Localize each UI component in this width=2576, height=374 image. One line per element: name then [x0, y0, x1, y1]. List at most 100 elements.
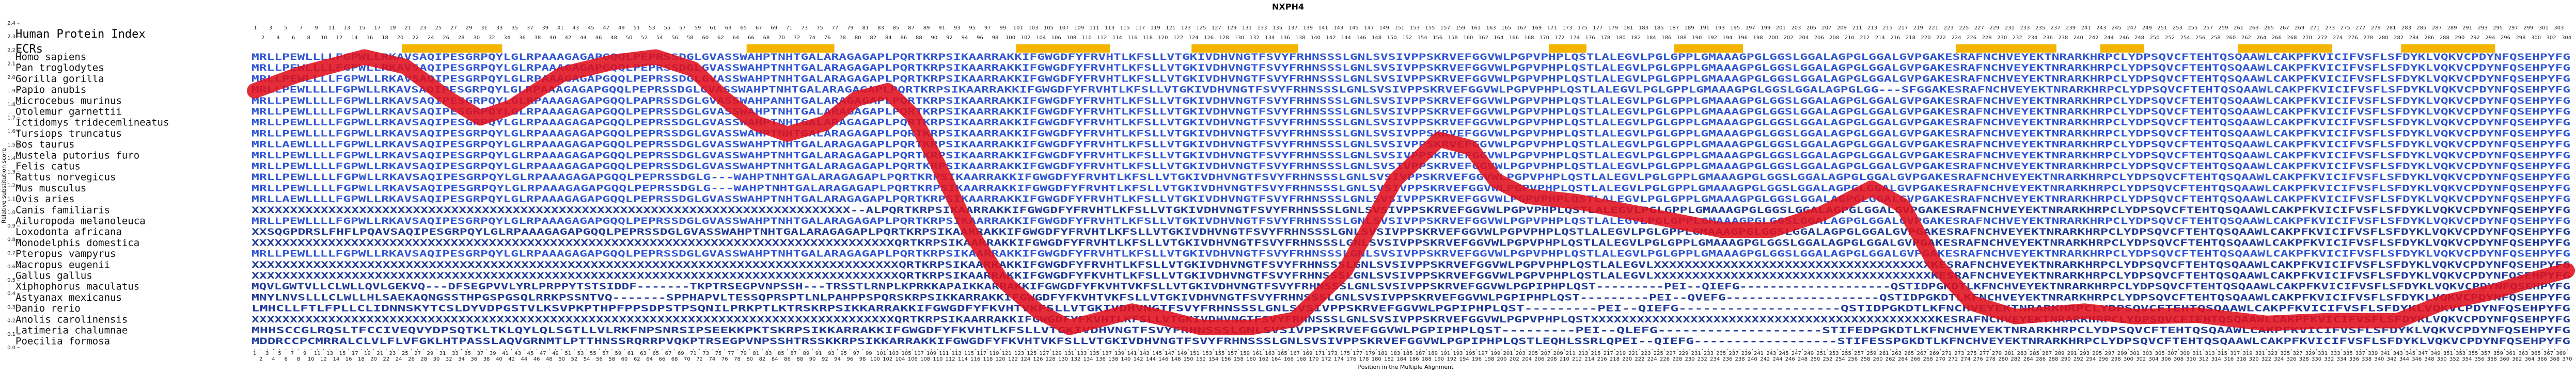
- index-label: Human Protein Index: [15, 28, 146, 41]
- x-tick-label: 161: [1252, 351, 1262, 356]
- x-tick-label: 187: [1416, 351, 1425, 356]
- index-label: 284: [2409, 35, 2419, 41]
- index-label: 66: [748, 35, 755, 41]
- index-label: 246: [2119, 35, 2129, 41]
- index-label: 100: [1006, 35, 1015, 41]
- x-tick-label: 204: [1522, 356, 1532, 362]
- x-tick-label: 159: [1240, 351, 1250, 356]
- index-label: 89: [923, 25, 930, 31]
- x-tick-label: 272: [1948, 356, 1958, 362]
- x-tick-label: 366: [2537, 356, 2547, 362]
- ecr-bar: [746, 44, 835, 53]
- x-tick-label: 106: [908, 356, 918, 362]
- index-label: 155: [1425, 25, 1435, 31]
- ecr-bar: [1956, 44, 2056, 53]
- y-tick-label: 0.9: [7, 223, 15, 229]
- x-tick-label: 334: [2337, 356, 2347, 362]
- x-tick-label: 319: [2242, 351, 2252, 356]
- x-tick-label: 75: [715, 351, 722, 356]
- index-label: 276: [2348, 35, 2358, 41]
- index-label: 140: [1311, 35, 1321, 41]
- y-tick-label: 1.5: [7, 142, 15, 148]
- index-label: 161: [1471, 25, 1481, 31]
- species-name: Macropus eugenii: [15, 259, 110, 270]
- index-label: 110: [1082, 35, 1092, 41]
- x-tick-label: 213: [1578, 351, 1588, 356]
- x-tick-label: 370: [2562, 356, 2572, 362]
- index-label: 294: [2485, 35, 2495, 41]
- x-tick-label: 180: [1372, 356, 1381, 362]
- x-tick-label: 278: [1986, 356, 1996, 362]
- x-tick-label: 352: [2449, 356, 2459, 362]
- index-label: 247: [2127, 25, 2137, 31]
- x-tick-label: 90: [809, 356, 816, 362]
- x-tick-label: 189: [1428, 351, 1438, 356]
- x-tick-label: 38: [483, 356, 490, 362]
- index-label: 248: [2134, 35, 2144, 41]
- x-tick-label: 165: [1278, 351, 1287, 356]
- index-label: 37: [527, 25, 533, 31]
- x-tick-label: 291: [2067, 351, 2077, 356]
- index-label: 1: [254, 25, 257, 31]
- x-tick-label: 11: [314, 351, 321, 356]
- x-tick-label: 117: [977, 351, 986, 356]
- index-label: 215: [1883, 25, 1893, 31]
- index-label: 168: [1524, 35, 1534, 41]
- index-label: 2: [261, 35, 264, 41]
- x-tick-label: 10: [308, 356, 315, 362]
- index-label: 78: [839, 35, 846, 41]
- index-label: 73: [801, 25, 808, 31]
- index-label: 241: [2081, 25, 2091, 31]
- index-label: 5: [284, 25, 287, 31]
- x-tick-label: 27: [414, 351, 421, 356]
- x-tick-label: 324: [2274, 356, 2284, 362]
- x-tick-label: 82: [759, 356, 766, 362]
- x-tick-label: 253: [1829, 351, 1839, 356]
- index-label: 304: [2562, 35, 2571, 41]
- species-name: Gallus gallus: [15, 270, 92, 282]
- x-tick-label: 195: [1466, 351, 1475, 356]
- index-label: 249: [2142, 25, 2152, 31]
- index-label: 111: [1090, 25, 1099, 31]
- index-label: 183: [1639, 25, 1648, 31]
- index-label: 201: [1776, 25, 1786, 31]
- index-label: 166: [1509, 35, 1519, 41]
- x-tick-label: 100: [870, 356, 880, 362]
- index-label: 210: [1845, 35, 1855, 41]
- index-label: 244: [2104, 35, 2114, 41]
- index-label: 24: [428, 35, 434, 41]
- index-label: 280: [2379, 35, 2389, 41]
- x-tick-label: 85: [778, 351, 784, 356]
- x-tick-label: 77: [728, 351, 734, 356]
- x-tick-label: 66: [658, 356, 665, 362]
- x-tick-label: 353: [2456, 351, 2465, 356]
- x-tick-label: 316: [2224, 356, 2234, 362]
- x-tick-label: 69: [678, 351, 684, 356]
- y-tick-label: 0.4: [7, 291, 15, 297]
- x-tick-label: 18: [358, 356, 365, 362]
- x-tick-label: 257: [1854, 351, 1864, 356]
- index-label: 109: [1074, 25, 1084, 31]
- index-label: 103: [1028, 25, 1038, 31]
- index-label: 267: [2280, 25, 2289, 31]
- index-label: 221: [1928, 25, 1938, 31]
- index-label: 139: [1303, 25, 1313, 31]
- x-tick-label: 48: [546, 356, 553, 362]
- x-tick-label: 197: [1478, 351, 1488, 356]
- index-label: 59: [695, 25, 701, 31]
- x-tick-label: 241: [1754, 351, 1764, 356]
- index-label: 240: [2074, 35, 2083, 41]
- x-tick-label: 17: [352, 351, 358, 356]
- x-tick-label: 212: [1572, 356, 1582, 362]
- index-label: 76: [824, 35, 831, 41]
- index-label: 56: [671, 35, 678, 41]
- x-tick-label: 89: [803, 351, 810, 356]
- x-tick-label: 57: [602, 351, 609, 356]
- index-label: 126: [1204, 35, 1214, 41]
- x-tick-label: 218: [1610, 356, 1620, 362]
- x-tick-label: 243: [1766, 351, 1776, 356]
- x-tick-label: 367: [2543, 351, 2553, 356]
- index-label: 132: [1250, 35, 1260, 41]
- index-label: 281: [2386, 25, 2396, 31]
- index-label: 282: [2394, 35, 2404, 41]
